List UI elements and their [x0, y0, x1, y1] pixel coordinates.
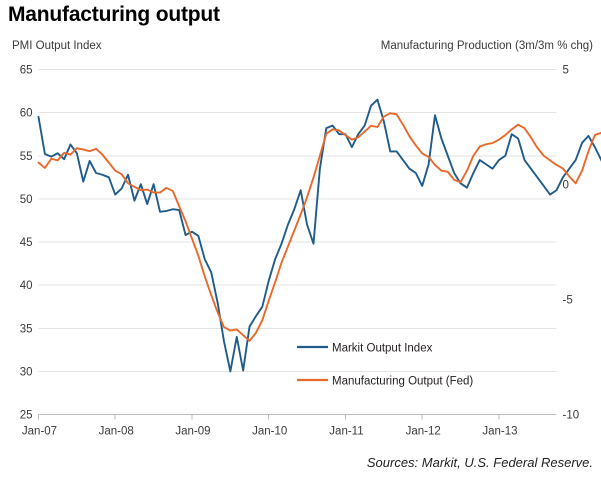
y-axis-left-tick-label: 25: [20, 410, 33, 422]
left-axis-caption: PMI Output Index: [12, 40, 102, 52]
x-axis-tick-label: Jan-07: [22, 426, 57, 438]
y-axis-left-tick-label: 50: [20, 194, 33, 206]
series-line-fed: [37, 112, 601, 342]
source-note: Sources: Markit, U.S. Federal Reserve.: [366, 455, 593, 470]
y-axis-right-tick-label: 5: [563, 65, 569, 77]
x-axis-tick-label: Jan-08: [99, 426, 134, 438]
x-axis-tick-label: Jan-10: [252, 426, 287, 438]
x-axis-ticks: Jan-07 Jan-08 Jan-09 Jan-10 Jan-11 Jan-12 Jan-…: [22, 426, 518, 438]
y-axis-left-ticks: 25 30 35 40 45 50 55 60 65: [20, 65, 33, 422]
y-axis-left-tick-label: 45: [20, 237, 33, 249]
y-axis-left-tick-label: 35: [20, 323, 33, 335]
y-axis-left-tick-label: 60: [20, 108, 33, 120]
y-axis-left-tick-label: 55: [20, 151, 33, 163]
x-axis-tick-label: Jan-09: [175, 426, 210, 438]
right-axis-caption: Manufacturing Production (3m/3m % chg): [380, 40, 593, 52]
legend-label: Markit Output Index: [332, 343, 433, 355]
y-axis-right-ticks: -10 -5 0 5: [563, 65, 580, 422]
y-axis-right-tick-label: -5: [563, 295, 573, 307]
legend-label: Manufacturing Output (Fed): [332, 376, 473, 388]
page-title: Manufacturing output: [8, 3, 220, 26]
x-axis-tick-label: Jan-12: [406, 426, 441, 438]
y-axis-right-tick-label: -10: [563, 410, 580, 422]
y-axis-left-tick-label: 40: [20, 280, 33, 292]
x-axis-tick-label: Jan-11: [329, 426, 363, 438]
chart-legend: Markit Output Index Manufacturing Output …: [297, 343, 473, 388]
x-axis-tick-label: Jan-13: [482, 426, 517, 438]
y-axis-left-tick-label: 30: [20, 366, 33, 378]
y-axis-left-tick-label: 65: [20, 65, 33, 77]
y-axis-right-tick-label: 0: [563, 180, 569, 192]
gridlines: [38, 69, 557, 420]
series-line-markit: [37, 98, 601, 373]
data-series-group: [37, 98, 601, 373]
